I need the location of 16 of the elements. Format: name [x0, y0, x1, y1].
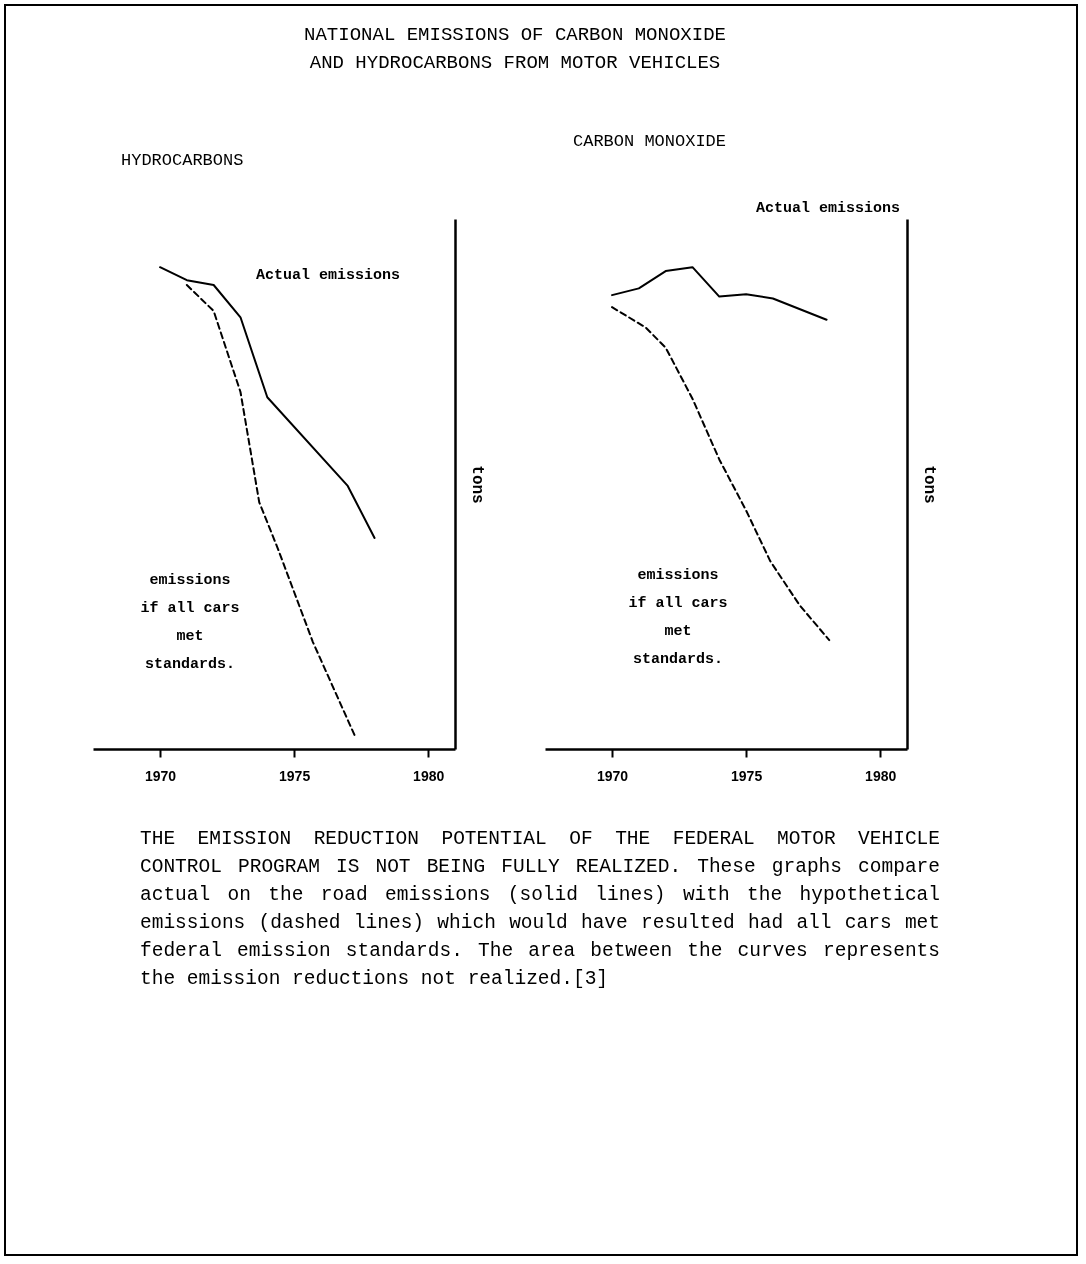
- annotation: Actual emissions: [255, 267, 401, 284]
- annotation: emissions if all cars met standards.: [140, 572, 240, 673]
- x-tick-label: 1975: [731, 767, 763, 784]
- x-tick-label: 1980: [865, 767, 897, 784]
- chart-subtitle: CARBON MONOXIDE: [573, 132, 727, 151]
- y-axis-title: tons: [919, 465, 938, 504]
- x-tick-label: 1970: [596, 767, 629, 784]
- text: Actual emissions: [755, 200, 901, 217]
- text: THE EMISSION REDUCTION POTENTIAL OF THE FEDERAL MOTOR VEHICLE CONTROL PROGRAM IS NOT BEING FULLY REALIZED. These graphs compare actual on the road emissions (solid lines) with the hypothetical emissions (dashed lines) which would have resulted had all cars met federal emission standards. The area between the curves represents the emission reductions not realized.[3]: [140, 827, 940, 992]
- annotation: emissions if all cars met standards.: [628, 567, 728, 668]
- chart-subtitle: HYDROCARBONS: [121, 151, 244, 170]
- y-axis-title: tons: [467, 465, 486, 504]
- x-tick-label: 1980: [413, 767, 445, 784]
- x-tick-label: 1970: [144, 767, 177, 784]
- text: NATIONAL EMISSIONS OF CARBON MONOXIDE AND HYDROCARBONS FROM MOTOR VEHICLES: [304, 24, 726, 74]
- x-tick-label: 1975: [279, 767, 311, 784]
